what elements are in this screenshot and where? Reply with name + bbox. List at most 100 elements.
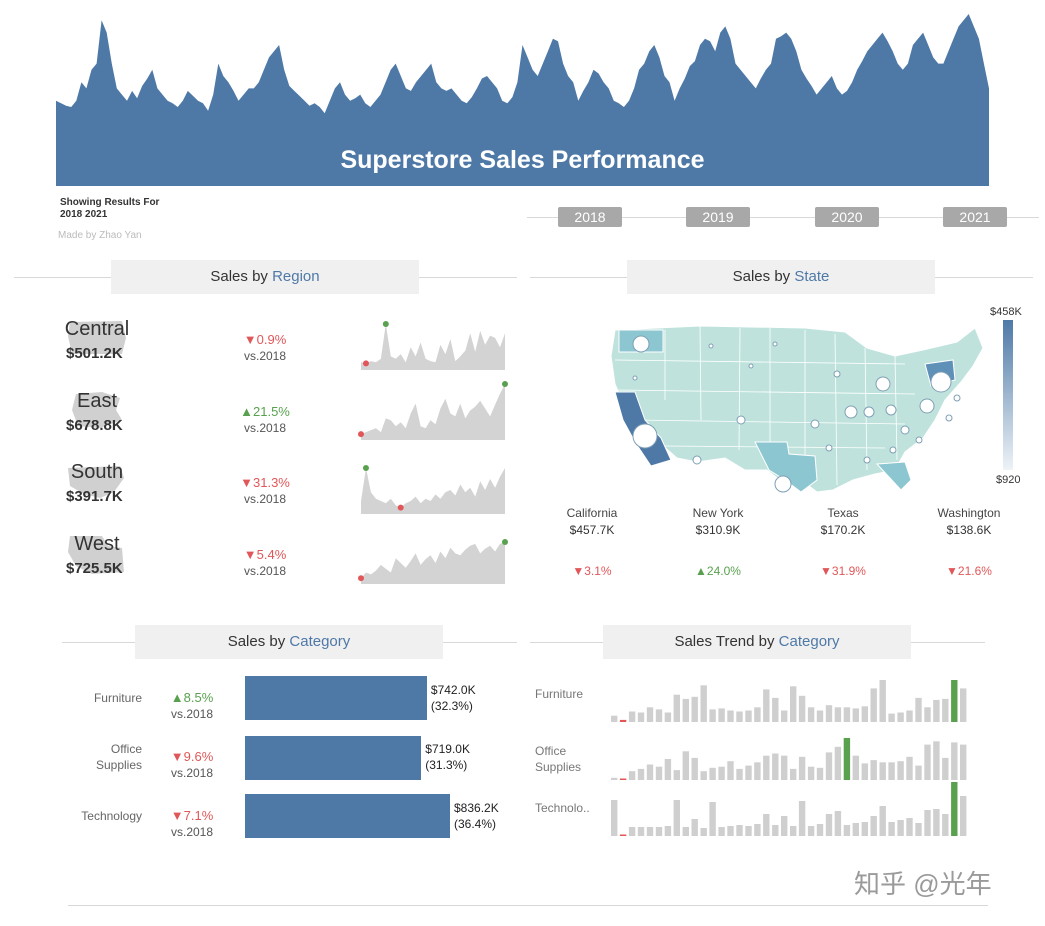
category-bar-furniture[interactable] (245, 676, 427, 720)
state-name-new-york: New York (692, 506, 744, 520)
category-vs-office-supplies: vs.2018 (170, 766, 214, 780)
trend-bars-office-supplies[interactable] (611, 736, 969, 780)
region-value-central: $501.2K (66, 345, 123, 362)
trend-bar (915, 823, 922, 836)
trend-bar (960, 744, 967, 780)
us-state-map[interactable] (605, 320, 995, 500)
trend-bar (942, 814, 949, 836)
trend-bar (664, 712, 672, 722)
trend-bar (619, 834, 627, 836)
trend-bar (754, 707, 761, 722)
region-panel-title: Sales by Region (111, 260, 419, 294)
year-button-2020[interactable]: 2020 (815, 207, 879, 227)
region-sparkline-east (358, 381, 508, 440)
trend-bar (727, 761, 734, 780)
trend-bar (933, 809, 940, 836)
trend-bar (825, 705, 833, 722)
trend-bar (807, 707, 815, 722)
state-name-california: California (566, 506, 618, 520)
trend-bar (790, 768, 797, 780)
state-panel-title: Sales by State (627, 260, 935, 294)
trend-bar (861, 763, 868, 780)
trend-label-furniture: Furniture (535, 687, 584, 701)
sparkline-min-dot (362, 360, 369, 367)
category-change-office-supplies: ▼9.6% (170, 749, 214, 764)
trend-bar (781, 816, 788, 836)
state-value-new-york: $310.9K (695, 523, 741, 537)
trend-bar (951, 782, 958, 836)
state-bubbles (632, 335, 961, 493)
trend-bar (611, 800, 618, 836)
region-name-east: East (76, 390, 118, 412)
trend-bar (727, 710, 734, 722)
state-change-texas: ▼31.9% (820, 564, 866, 578)
trend-bar (790, 686, 797, 722)
category-label-office-supplies: Office Supplies (95, 742, 142, 772)
trend-bar (664, 826, 672, 836)
trend-bar (924, 707, 931, 722)
trend-bar (870, 760, 877, 780)
trend-bar (852, 823, 859, 836)
trend-bar (637, 712, 645, 722)
category-panel-title: Sales by Category (135, 625, 443, 659)
trend-label-technology: Technolo.. (535, 801, 590, 815)
trend-bar (942, 757, 949, 780)
trend-bar (611, 715, 618, 722)
category-value-furniture: $742.0K (32.3%) (430, 683, 476, 713)
category-change-technology: ▼7.1% (170, 808, 214, 823)
trend-bar (691, 757, 698, 780)
trend-bar (906, 818, 913, 836)
trend-bar (798, 695, 806, 722)
category-vs-furniture: vs.2018 (170, 707, 214, 721)
year-button-2019[interactable]: 2019 (686, 207, 750, 227)
sparkline-min-dot (358, 575, 364, 582)
trend-bar (772, 753, 779, 780)
footer-divider (68, 905, 988, 906)
trend-bar (700, 828, 707, 836)
trend-bar (637, 768, 645, 780)
trend-bar (834, 746, 842, 780)
sparkline-area (361, 384, 505, 440)
trend-bar (709, 802, 716, 836)
year-button-2018[interactable]: 2018 (558, 207, 622, 227)
region-change-west: ▼5.4% (243, 547, 287, 562)
trend-bar (951, 742, 958, 780)
state-value-texas: $170.2K (820, 523, 866, 537)
state-value-california: $457.7K (569, 523, 615, 537)
trend-bar (906, 756, 913, 780)
header-area-path (56, 14, 989, 186)
dashboard-title: Superstore Sales Performance (340, 146, 705, 174)
trend-bar (951, 680, 958, 722)
trend-bar (763, 814, 770, 836)
region-shape-central (68, 321, 126, 354)
sparkline-area (361, 468, 505, 514)
trend-bar (879, 680, 886, 722)
year-button-2021[interactable]: 2021 (943, 207, 1007, 227)
trend-bar (754, 762, 761, 780)
state-value-washington: $138.6K (946, 523, 992, 537)
category-bar-office-supplies[interactable] (245, 736, 422, 780)
region-name-central: Central (64, 318, 130, 340)
trend-bar (772, 697, 779, 722)
trend-bars-technology[interactable] (611, 780, 969, 836)
trend-bar (691, 819, 698, 836)
trend-bar (798, 801, 806, 836)
sparkline-max-dot (502, 381, 508, 387)
trend-bar (619, 719, 627, 722)
trend-bar (888, 713, 895, 722)
trend-bar (897, 712, 904, 722)
category-bar-technology[interactable] (245, 794, 450, 838)
region-vs-east: vs.2018 (243, 421, 287, 435)
trend-bar (691, 696, 698, 722)
trend-bars-furniture[interactable] (611, 678, 969, 722)
trend-bar (709, 709, 716, 722)
trend-bar (736, 711, 743, 722)
trend-bar (816, 767, 824, 780)
trend-bar (960, 688, 967, 722)
trend-bar (628, 827, 636, 836)
trend-bar (718, 766, 725, 780)
trend-bar (682, 827, 689, 836)
trend-bar (960, 796, 967, 836)
state-change-california: ▼3.1% (572, 564, 612, 578)
category-label-technology: Technology (81, 809, 142, 823)
